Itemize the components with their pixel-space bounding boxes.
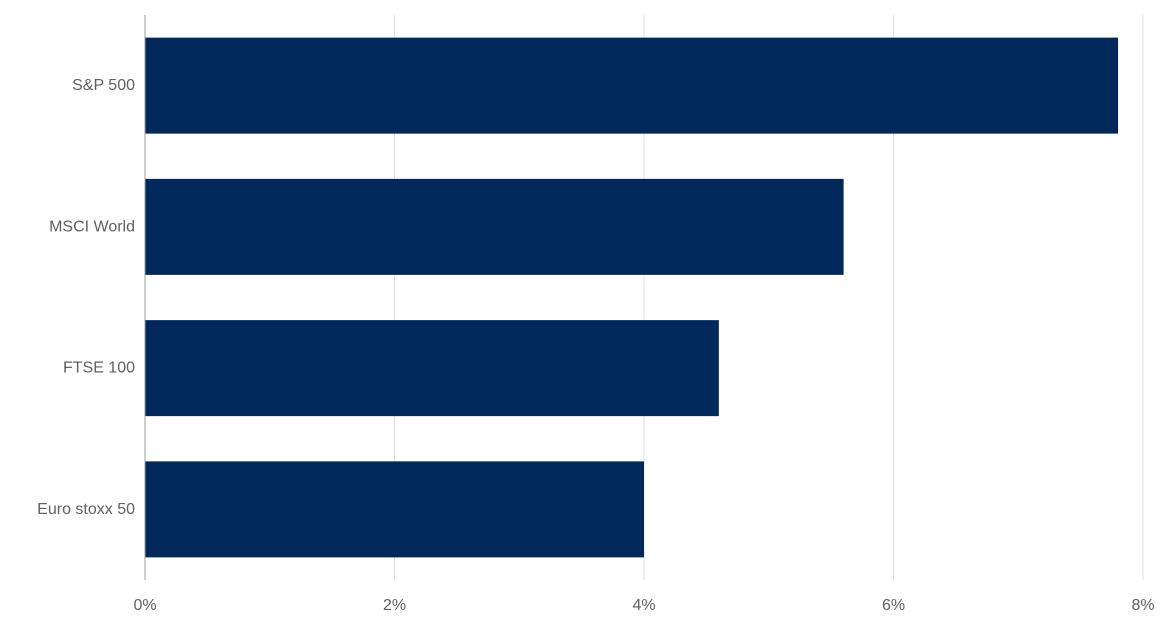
bar-2	[145, 320, 719, 417]
x-tick-label-0: 0%	[133, 597, 156, 614]
bar-3	[145, 461, 644, 558]
x-tick-label-1: 2%	[383, 597, 406, 614]
bar-0	[145, 37, 1119, 134]
category-label-0: S&P 500	[72, 77, 135, 94]
x-tick-label-4: 8%	[1131, 597, 1154, 614]
bar-1	[145, 178, 844, 275]
category-label-1: MSCI World	[49, 218, 135, 235]
x-tick-label-3: 6%	[882, 597, 905, 614]
bars	[145, 37, 1119, 558]
category-label-3: Euro stoxx 50	[37, 501, 135, 518]
x-tick-label-2: 4%	[632, 597, 655, 614]
category-label-2: FTSE 100	[63, 360, 135, 377]
x-tick-labels: 0% 2% 4% 6% 8%	[133, 597, 1154, 614]
category-labels: S&P 500 MSCI World FTSE 100 Euro stoxx 50	[37, 77, 135, 518]
